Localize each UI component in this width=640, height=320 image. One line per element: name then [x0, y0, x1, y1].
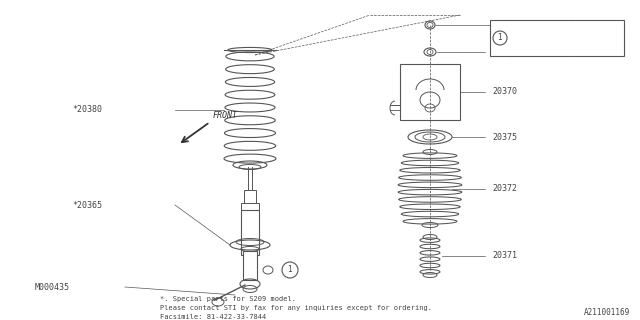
- Text: 1: 1: [287, 266, 292, 275]
- Bar: [241, 203, 259, 211]
- Text: 20370: 20370: [492, 87, 517, 97]
- Text: Facsimile: 81-422-33-7844: Facsimile: 81-422-33-7844: [160, 314, 266, 320]
- Text: N350032: N350032: [513, 25, 545, 34]
- Text: FRONT: FRONT: [213, 111, 238, 120]
- Bar: [400, 64, 460, 120]
- Text: *. Special parts for S209 model.: *. Special parts for S209 model.: [160, 296, 296, 302]
- Text: N350029: N350029: [492, 47, 527, 57]
- Text: A211001169: A211001169: [584, 308, 630, 317]
- Bar: [241, 210, 259, 255]
- Text: *20365: *20365: [72, 201, 102, 210]
- Text: 20375: 20375: [492, 132, 517, 141]
- Circle shape: [282, 262, 298, 278]
- Bar: [244, 190, 256, 205]
- Text: 1: 1: [498, 34, 502, 43]
- Text: Please contact STI by fax for any inquiries except for ordering.: Please contact STI by fax for any inquir…: [160, 305, 432, 311]
- Text: <1606- >: <1606- >: [575, 43, 612, 52]
- Bar: [490, 20, 624, 56]
- Bar: [243, 251, 257, 280]
- Text: M000435: M000435: [35, 283, 70, 292]
- Text: 20371: 20371: [492, 252, 517, 260]
- Text: < -1606>: < -1606>: [575, 25, 612, 34]
- Text: N37006: N37006: [492, 20, 522, 29]
- Text: 20372: 20372: [492, 184, 517, 193]
- Circle shape: [493, 31, 507, 45]
- Text: *20380: *20380: [72, 106, 102, 115]
- Text: N350022: N350022: [513, 43, 545, 52]
